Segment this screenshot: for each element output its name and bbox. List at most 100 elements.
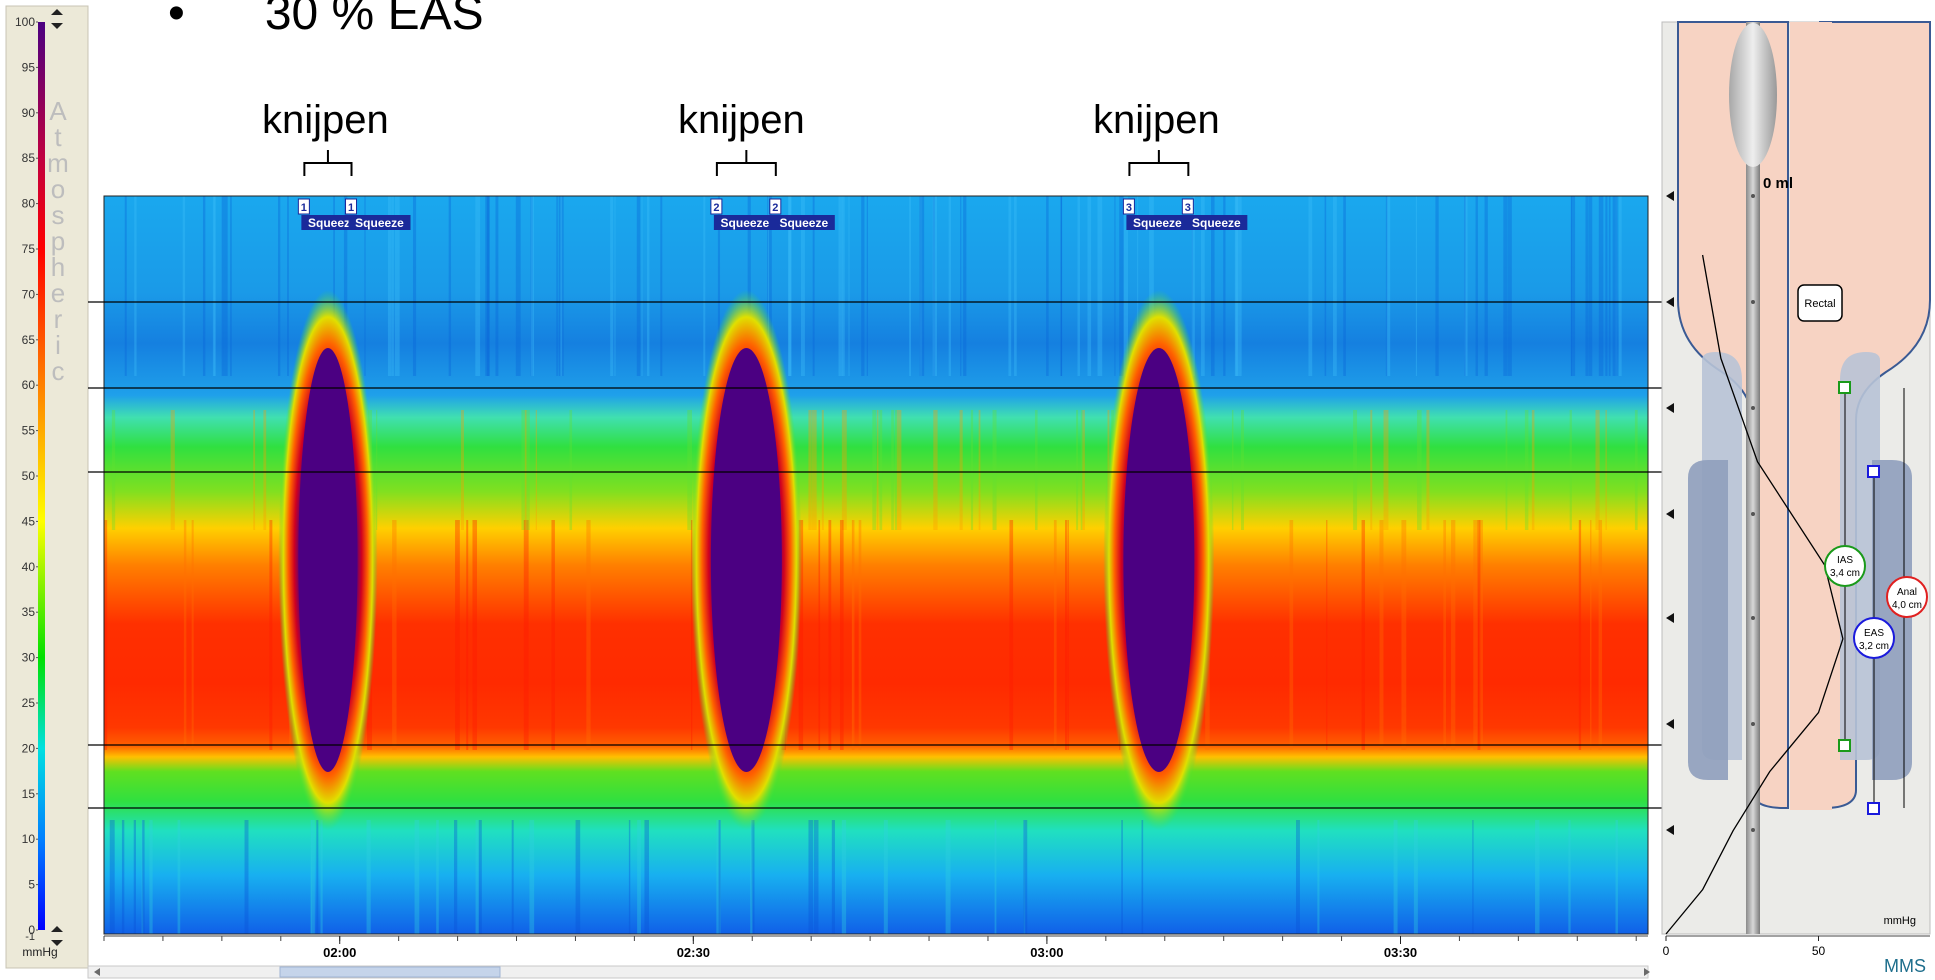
heatmap-streak bbox=[1141, 820, 1144, 934]
heatmap-streak bbox=[1472, 820, 1474, 934]
eas-badge[interactable]: EAS 3,2 cm bbox=[1853, 617, 1895, 659]
heatmap-streak bbox=[1413, 820, 1418, 934]
event-number: 2 bbox=[772, 202, 778, 214]
heatmap-streak bbox=[1149, 196, 1154, 376]
heatmap-streak bbox=[1060, 196, 1063, 376]
heatmap-streak bbox=[177, 820, 181, 934]
heatmap-streak bbox=[1082, 410, 1085, 530]
sensor-dot bbox=[1751, 300, 1755, 304]
heatmap-streak bbox=[992, 410, 997, 530]
heatmap-streak bbox=[1023, 820, 1028, 934]
heatmap-streak bbox=[1568, 820, 1571, 934]
squeeze-annotation-3: knijpen bbox=[1093, 98, 1220, 142]
heatmap-streak bbox=[1595, 410, 1600, 530]
heatmap-streak bbox=[475, 196, 481, 376]
heatmap-streak bbox=[1531, 410, 1535, 530]
colorbar-tick-label: 70 bbox=[22, 287, 36, 301]
heatmap-streak bbox=[556, 196, 558, 376]
heatmap-streak bbox=[1076, 410, 1079, 530]
colorbar-up-arrows[interactable] bbox=[51, 9, 63, 29]
eas-top-handle[interactable] bbox=[1867, 465, 1880, 478]
heatmap-streak bbox=[1065, 520, 1068, 750]
heatmap-streak bbox=[703, 196, 706, 376]
heatmap-streak bbox=[994, 820, 997, 934]
heatmap-streak bbox=[687, 410, 692, 530]
heatmap-streak bbox=[523, 520, 529, 750]
colorbar-tick-label: 90 bbox=[22, 106, 36, 120]
heatmap-streak bbox=[1077, 196, 1080, 376]
sensor-arrow-icon bbox=[1666, 191, 1674, 201]
colorbar-gradient bbox=[38, 22, 45, 930]
heatmap-streak bbox=[1201, 196, 1205, 376]
heatmap-streak bbox=[1241, 410, 1244, 530]
slide-title-text: 30 % EAS bbox=[264, 0, 484, 40]
heatmap-streak bbox=[716, 820, 721, 934]
heatmap-streak bbox=[515, 196, 521, 376]
heatmap-streak bbox=[213, 196, 216, 376]
heatmap-streak bbox=[751, 820, 755, 934]
ias-top-handle[interactable] bbox=[1838, 381, 1851, 394]
heatmap-streak bbox=[310, 820, 312, 934]
heatmap-streak bbox=[521, 410, 526, 530]
heatmap-streak bbox=[1443, 520, 1447, 750]
heatmap-streak bbox=[841, 410, 847, 530]
heatmap-streak bbox=[848, 196, 850, 376]
heatmap-streak bbox=[485, 196, 490, 376]
heatmap-streak bbox=[1223, 196, 1226, 376]
heatmap-streak bbox=[1503, 196, 1508, 376]
heatmap-streak bbox=[212, 196, 215, 376]
colorbar-tick-label: 95 bbox=[22, 60, 36, 74]
heatmap-streak bbox=[530, 196, 535, 376]
ias-badge[interactable]: IAS 3,4 cm bbox=[1824, 545, 1866, 587]
colorbar-down-arrows[interactable] bbox=[51, 926, 63, 946]
heatmap-streak bbox=[1615, 196, 1617, 376]
heatmap-streak bbox=[1114, 196, 1116, 376]
colorbar-tick-label: 40 bbox=[22, 560, 36, 574]
heatmap-streak bbox=[142, 820, 145, 934]
heatmap-streak bbox=[1123, 196, 1129, 376]
heatmap-streak bbox=[1615, 820, 1618, 934]
heatmap-streak bbox=[852, 520, 855, 750]
scroll-left-icon[interactable] bbox=[94, 968, 100, 976]
squeeze-blobs bbox=[278, 290, 1215, 830]
eas-bottom-handle[interactable] bbox=[1867, 802, 1880, 815]
heatmap-streak bbox=[1361, 520, 1366, 750]
heatmap-streak bbox=[1087, 196, 1092, 376]
scrollbar-thumb[interactable] bbox=[279, 966, 501, 978]
heatmap-streak bbox=[1060, 196, 1063, 376]
event-number: 1 bbox=[301, 202, 307, 214]
heatmap-streak bbox=[1385, 196, 1388, 376]
horizontal-scrollbar[interactable] bbox=[87, 965, 1650, 979]
rectal-label[interactable]: Rectal bbox=[1797, 284, 1843, 322]
time-axis: 02:00 02:30 03:00 03:30 bbox=[103, 935, 1648, 960]
heatmap-streak bbox=[821, 410, 824, 530]
heatmap-streak bbox=[1473, 520, 1479, 750]
profile-axis-label: 0 bbox=[1663, 944, 1670, 958]
heatmap-streak bbox=[1393, 820, 1398, 934]
heatmap-streak bbox=[558, 196, 564, 376]
heatmap-streak bbox=[183, 520, 187, 750]
heatmap-streak bbox=[1008, 196, 1012, 376]
event-number: 3 bbox=[1126, 202, 1132, 214]
heatmap-streak bbox=[343, 196, 348, 376]
heatmap-streak bbox=[575, 820, 581, 934]
ias-bottom-handle[interactable] bbox=[1838, 739, 1851, 752]
anal-badge[interactable]: Anal 4,0 cm bbox=[1886, 576, 1928, 618]
atmospheric-letter: t bbox=[54, 122, 62, 152]
heatmap-streak bbox=[891, 410, 894, 530]
scroll-right-icon[interactable] bbox=[1644, 968, 1650, 976]
heatmap-streak bbox=[1097, 196, 1103, 376]
squeeze-brace bbox=[715, 150, 777, 176]
heatmap-streak bbox=[366, 820, 371, 934]
heatmap-streak bbox=[717, 196, 721, 376]
heatmap-streak bbox=[269, 520, 273, 750]
time-axis-label: 02:00 bbox=[323, 945, 356, 960]
heatmap-streak bbox=[1308, 196, 1313, 376]
